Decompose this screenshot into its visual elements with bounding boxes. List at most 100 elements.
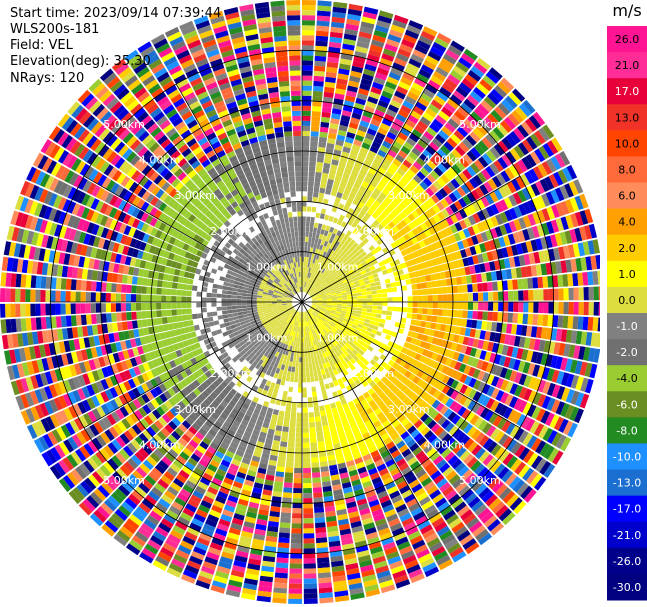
radar-gate: [286, 457, 294, 463]
radar-gate: [436, 231, 445, 240]
radar-gate: [259, 504, 270, 511]
radar-gate: [147, 539, 162, 551]
radar-gate: [401, 418, 410, 427]
radar-gate: [318, 320, 323, 326]
radar-gate: [212, 437, 222, 446]
radar-gate: [436, 338, 443, 347]
radar-gate: [321, 389, 327, 396]
radar-gate: [403, 254, 410, 262]
radar-gate: [331, 308, 337, 311]
radar-gate: [359, 317, 366, 322]
radar-gate: [309, 151, 317, 157]
radar-gate: [164, 490, 176, 501]
radar-gate: [456, 126, 469, 138]
radar-gate: [469, 177, 479, 189]
radar-gate: [217, 404, 226, 412]
radar-gate: [156, 317, 163, 325]
radar-gate: [441, 279, 448, 287]
radar-gate: [321, 245, 327, 252]
radar-gate: [437, 501, 450, 513]
radar-gate: [485, 206, 495, 217]
radar-gate: [269, 511, 280, 518]
radar-gate: [272, 409, 279, 416]
radar-gate: [473, 86, 486, 99]
radar-gate: [499, 199, 509, 211]
radar-gate: [196, 463, 207, 472]
radar-gate: [336, 279, 343, 284]
radar-gate: [190, 494, 202, 504]
radar-gate: [289, 319, 293, 325]
radar-gate: [319, 290, 325, 294]
radar-gate: [412, 250, 420, 258]
radar-gate: [444, 195, 454, 206]
radar-gate: [370, 86, 382, 95]
radar-gate: [354, 457, 364, 465]
radar-gate: [432, 233, 440, 242]
radar-gate: [358, 278, 365, 283]
radar-gate: [264, 545, 277, 553]
radar-gate: [277, 461, 286, 468]
radar-gate: [324, 404, 331, 411]
radar-gate: [437, 221, 445, 231]
radar-gate: [420, 363, 428, 372]
radar-gate: [312, 263, 317, 269]
radar-gate: [321, 307, 327, 310]
radar-gate: [237, 308, 243, 313]
radar-gate: [371, 432, 380, 441]
radar-gate: [141, 498, 155, 510]
radar-gate: [500, 120, 513, 133]
radar-gate: [307, 283, 311, 289]
radar-gate: [399, 219, 408, 228]
radar-gate: [323, 264, 329, 270]
radar-gate: [545, 262, 553, 275]
radar-gate: [412, 384, 421, 394]
radar-gate: [377, 306, 383, 310]
radar-gate: [284, 472, 293, 478]
radar-gate: [326, 413, 334, 420]
radar-gate: [243, 431, 252, 439]
radar-gate: [469, 328, 476, 338]
radar-gate: [344, 255, 351, 262]
radar-gate: [230, 569, 245, 578]
radar-gate: [344, 407, 352, 415]
radar-gate: [321, 420, 329, 427]
radar-gate: [304, 282, 307, 288]
radar-gate: [185, 503, 197, 513]
radar-gate: [322, 346, 328, 353]
radar-gate: [302, 201, 307, 207]
radar-gate: [216, 468, 227, 477]
radar-gate: [462, 310, 468, 319]
radar-gate: [341, 538, 354, 546]
radar-gate: [391, 527, 405, 537]
radar-gate: [334, 595, 350, 603]
radar-gate: [424, 462, 435, 473]
radar-gate: [403, 233, 411, 241]
radar-gate: [403, 493, 416, 504]
radar-gate: [462, 302, 469, 310]
radar-gate: [424, 366, 433, 375]
radar-gate: [199, 477, 211, 486]
radar-gate: [418, 269, 425, 277]
radar-gate: [305, 331, 308, 337]
radar-gate: [449, 359, 458, 369]
radar-gate: [236, 471, 246, 480]
radar-gate: [560, 403, 570, 417]
radar-gate: [481, 252, 489, 263]
radar-gate: [484, 331, 491, 341]
radar-gate: [380, 472, 392, 481]
radar-gate: [221, 388, 230, 396]
radar-gate: [158, 498, 171, 509]
radar-gate: [455, 343, 463, 353]
radar-gate: [320, 256, 325, 262]
radar-gate: [406, 498, 418, 508]
radar-gate: [294, 457, 302, 464]
radar-gate: [313, 492, 323, 498]
radar-gate: [395, 154, 405, 163]
radar-gate: [361, 273, 368, 279]
radar-gate: [397, 48, 411, 58]
radar-gate: [195, 541, 209, 551]
radar-gate: [480, 407, 490, 419]
radar-gate: [261, 302, 267, 305]
radar-gate: [452, 293, 458, 302]
radar-gate: [401, 198, 410, 207]
